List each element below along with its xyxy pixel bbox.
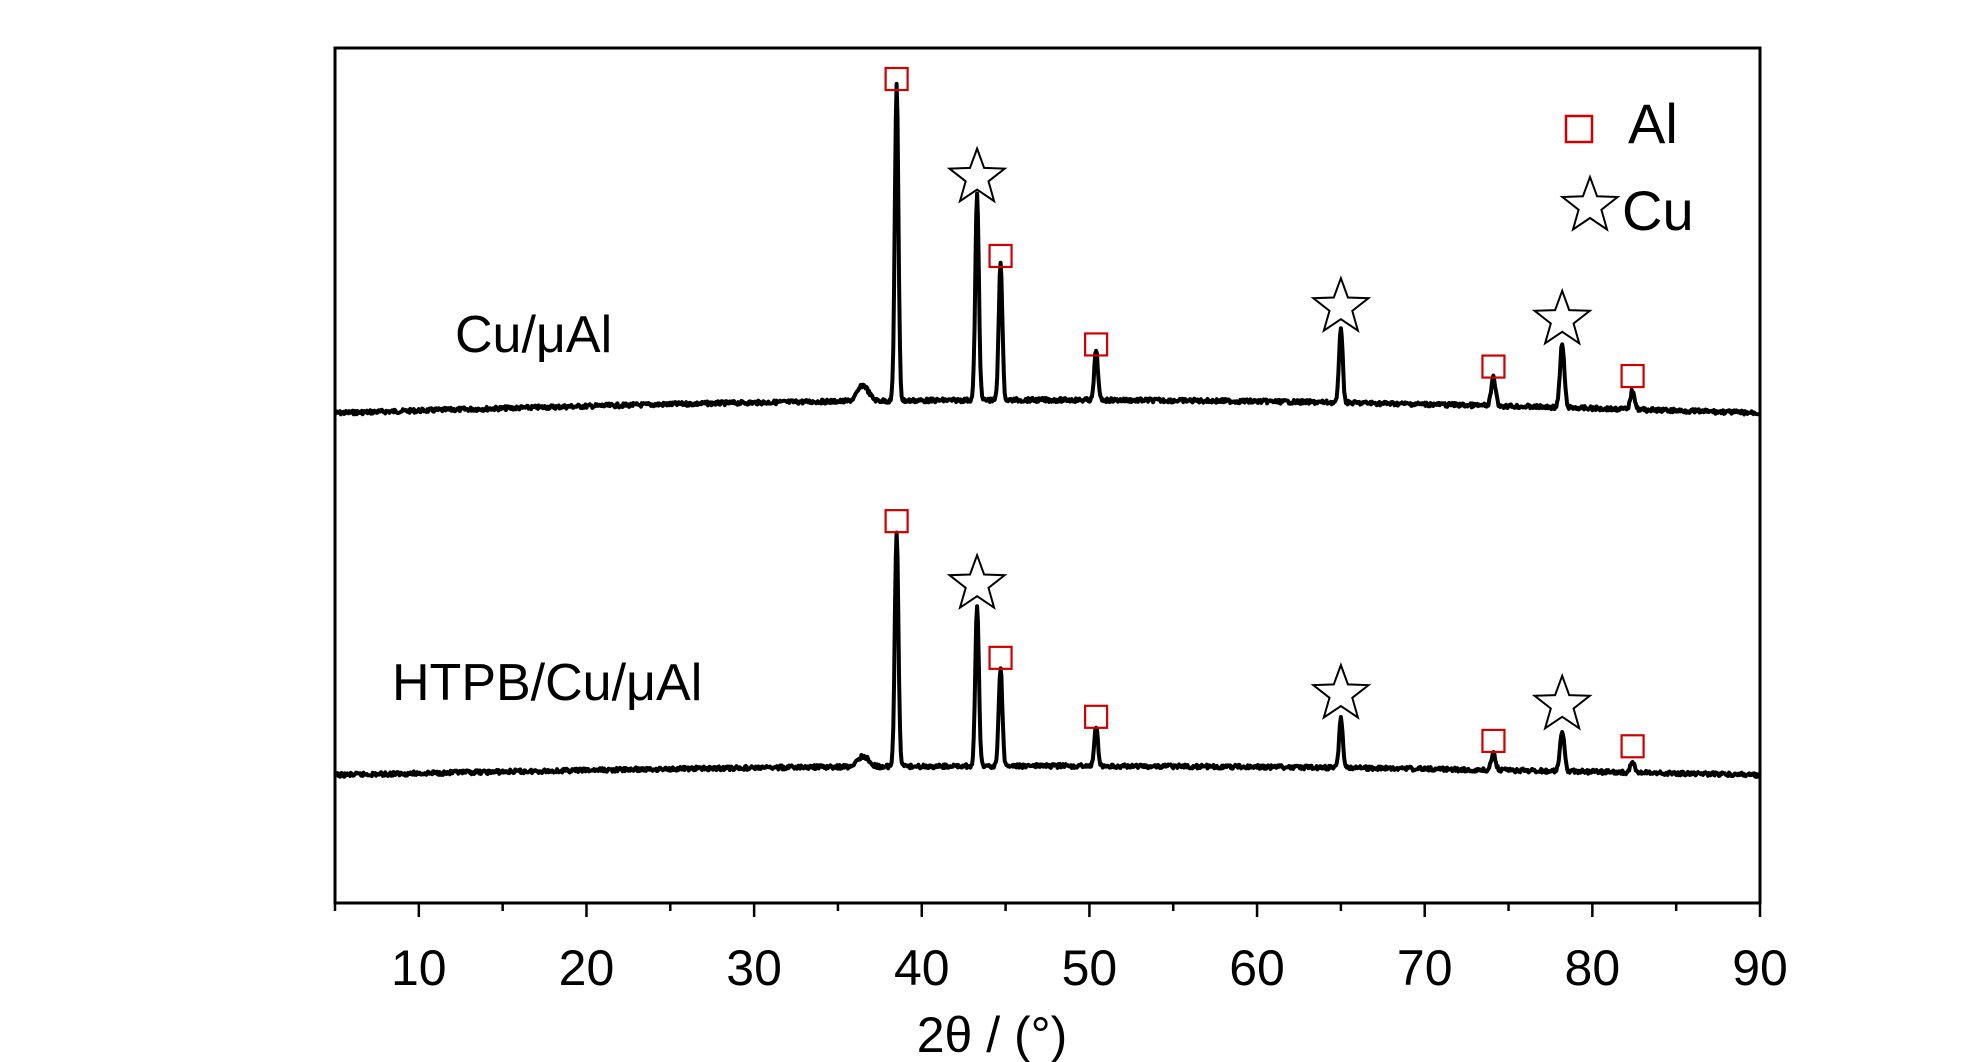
al-peak-square-icon — [1084, 704, 1109, 729]
cu-peak-star-icon — [1531, 287, 1593, 346]
peak-markers — [884, 66, 1645, 759]
x-tick-label: 80 — [1565, 940, 1621, 996]
x-tick-label: 40 — [894, 940, 950, 996]
al-peak-square-icon — [1084, 332, 1109, 357]
cu-peak-star-icon — [1310, 275, 1372, 333]
x-tick-label: 60 — [1229, 940, 1285, 996]
series-label-cu-al: Cu/μAl — [455, 306, 612, 364]
x-axis-title: 2θ / (°) — [917, 1007, 1068, 1062]
series-line-0 — [333, 81, 1762, 417]
series-layer — [333, 81, 1762, 779]
x-tick-label: 90 — [1732, 940, 1788, 996]
plot-frame — [333, 46, 1762, 905]
al-peak-square-icon — [884, 509, 909, 534]
al-peak-square-icon — [988, 243, 1013, 269]
x-tick-label: 20 — [559, 940, 615, 996]
al-peak-square-icon — [1481, 354, 1506, 379]
al-peak-square-icon — [1481, 728, 1506, 754]
al-peak-square-icon — [1620, 363, 1645, 389]
x-tick-label: 30 — [726, 940, 782, 996]
cu-peak-star-icon — [946, 552, 1008, 611]
cu-peak-star-icon — [1310, 662, 1372, 720]
series-label-htpb-cu-al: HTPB/Cu/μAl — [392, 654, 702, 712]
x-tick-label: 50 — [1062, 940, 1118, 996]
x-tick-label: 10 — [391, 940, 447, 996]
series-line-1 — [333, 530, 1762, 779]
cu-peak-star-icon — [946, 145, 1008, 204]
x-axis: 10 20 30 40 50 60 70 80 90 — [333, 903, 1788, 996]
x-tick-label: 70 — [1397, 940, 1453, 996]
al-peak-square-icon — [988, 645, 1013, 670]
al-peak-square-icon — [884, 66, 909, 92]
al-peak-square-icon — [1620, 734, 1645, 759]
legend-al-label: Al — [1628, 92, 1678, 155]
legend-cu-star-icon — [1559, 174, 1621, 232]
legend: Al Cu — [1559, 92, 1694, 242]
legend-cu-label: Cu — [1622, 179, 1694, 242]
cu-peak-star-icon — [1531, 672, 1593, 731]
legend-al-square-icon — [1564, 114, 1594, 144]
